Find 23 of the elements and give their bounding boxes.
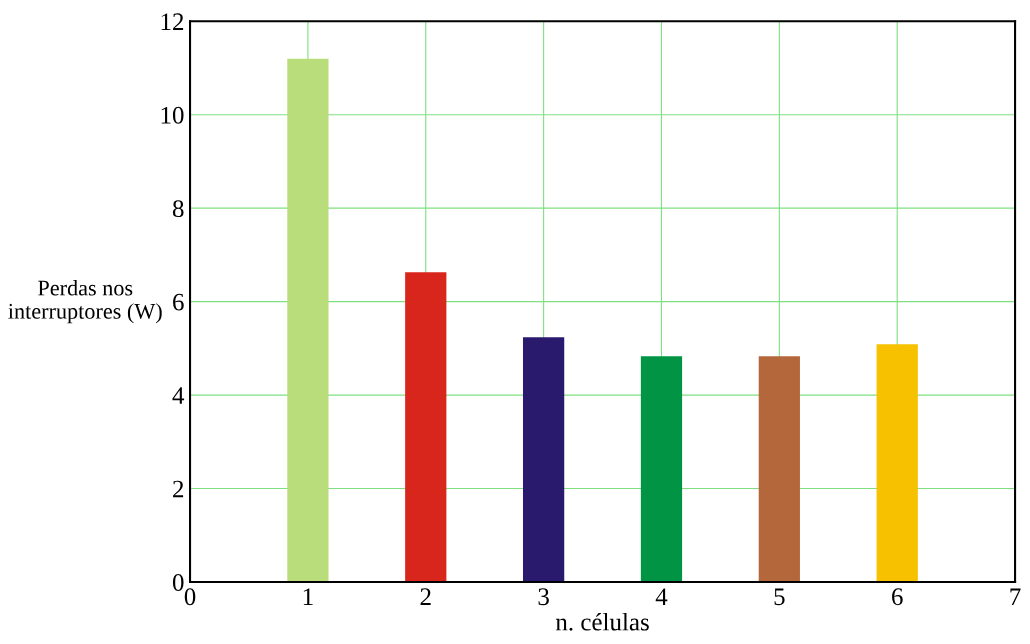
y-tick-label: 10 <box>161 106 184 124</box>
y-tick-label: 4 <box>172 387 185 404</box>
y-tick-label: 0 <box>172 574 184 591</box>
x-tick-label: 3 <box>538 588 549 606</box>
x-tick-label: 0 <box>184 588 196 606</box>
x-tick-label: 6 <box>892 588 903 606</box>
y-tick-label: 8 <box>172 200 184 218</box>
bar <box>640 356 683 582</box>
y-tick-label: 2 <box>173 480 184 498</box>
x-tick-label: 2 <box>420 588 431 605</box>
y-axis-title: Perdas nos interruptores (W) <box>8 279 162 324</box>
y-tick-label: 12 <box>161 13 184 30</box>
x-axis-title: n. células <box>555 612 649 631</box>
bar <box>405 272 447 582</box>
x-tick-label: 4 <box>655 588 668 605</box>
bar <box>522 337 565 582</box>
bar <box>287 58 329 582</box>
y-tick-label: 6 <box>173 293 184 311</box>
x-tick-label: 5 <box>774 588 785 606</box>
bar <box>758 356 800 582</box>
x-tick-label: 1 <box>303 588 313 605</box>
bar <box>876 344 918 582</box>
x-tick-label: 7 <box>1010 588 1021 605</box>
